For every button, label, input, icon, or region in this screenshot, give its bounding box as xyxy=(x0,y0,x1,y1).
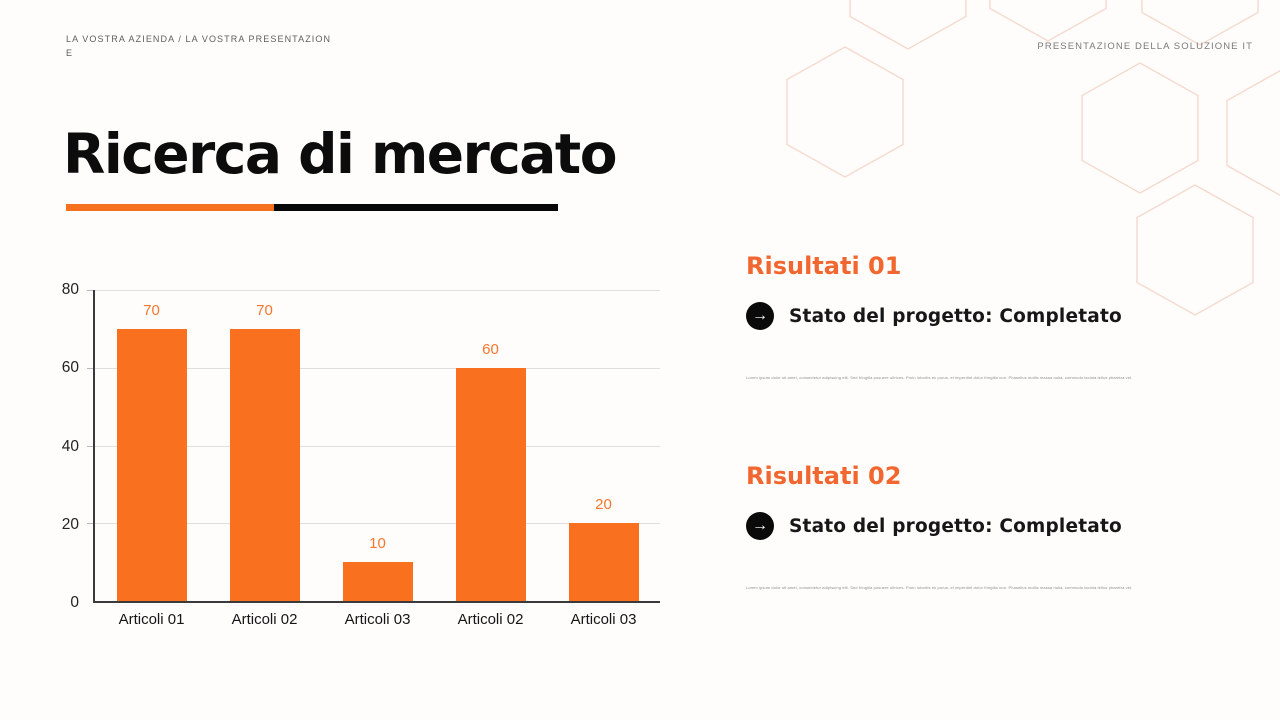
chart-plot: 70 Articoli 01 70 Articoli 02 10 Articoli 03 6… xyxy=(87,290,660,628)
x-axis-category-label: Articoli 01 xyxy=(118,611,185,628)
bar xyxy=(116,328,187,601)
result-1-status-row: → Stato del progetto: Completato xyxy=(746,302,1216,330)
result-2-status-text: Stato del progetto: Completato xyxy=(789,515,1122,537)
arrow-right-glyph: → xyxy=(752,517,768,534)
x-axis-category-label: Articoli 03 xyxy=(344,611,411,628)
bar-group: 70 Articoli 01 xyxy=(95,290,208,628)
header-company-text: LA VOSTRA AZIENDA / LA VOSTRA PRESENTAZI… xyxy=(66,34,332,58)
hexagon-outline xyxy=(1226,69,1280,197)
bar-group: 70 Articoli 02 xyxy=(208,290,321,628)
result-2-status-row: → Stato del progetto: Completato xyxy=(746,512,1216,540)
bar xyxy=(229,328,300,601)
bar-group: 60 Articoli 02 xyxy=(434,290,547,628)
hexagon-outline xyxy=(989,0,1107,42)
bar-group: 20 Articoli 03 xyxy=(547,290,660,628)
bar xyxy=(342,562,413,601)
bar-value-label: 60 xyxy=(482,340,499,358)
gridline xyxy=(95,445,660,447)
title-underline-orange-segment xyxy=(66,204,274,211)
y-axis-tick-label: 60 xyxy=(61,359,79,377)
result-2-note-text: Lorem ipsum dolor sit amet, consectetur … xyxy=(746,585,1133,590)
hexagon-outline xyxy=(849,0,967,50)
gridline xyxy=(95,523,660,525)
y-axis-tick-label: 0 xyxy=(70,594,79,611)
hexagon-outline xyxy=(786,46,904,178)
bar xyxy=(455,367,526,601)
y-axis-tick-mark xyxy=(87,367,93,369)
result-block-2: Risultati 02 → Stato del progetto: Compl… xyxy=(746,462,1216,590)
y-axis-tick-label: 40 xyxy=(61,437,79,455)
result-1-status-text: Stato del progetto: Completato xyxy=(789,305,1122,327)
arrow-right-glyph: → xyxy=(752,307,768,324)
result-2-heading: Risultati 02 xyxy=(746,462,902,490)
slide-title: Ricerca di mercato xyxy=(63,122,618,186)
result-1-heading: Risultati 01 xyxy=(746,252,902,280)
x-axis-category-label: Articoli 02 xyxy=(231,611,298,628)
title-underline xyxy=(66,204,558,211)
bar-value-label: 10 xyxy=(369,535,386,553)
bar-value-label: 70 xyxy=(256,301,273,319)
gridline xyxy=(95,367,660,369)
arrow-right-circle-icon: → xyxy=(746,302,774,330)
y-axis-tick-mark xyxy=(87,290,93,291)
y-axis-tick-label: 20 xyxy=(61,515,79,533)
result-1-note-text: Lorem ipsum dolor sit amet, consectetur … xyxy=(746,375,1133,380)
market-research-bar-chart: 80 60 40 20 0 70 Articoli 01 70 Articoli 02 10 Ar… xyxy=(62,281,660,628)
bar-value-label: 70 xyxy=(143,301,160,319)
result-block-1: Risultati 01 → Stato del progetto: Compl… xyxy=(746,252,1216,380)
hexagon-outline xyxy=(1141,0,1259,46)
title-underline-black-segment xyxy=(274,204,558,211)
bar xyxy=(568,523,639,601)
arrow-right-circle-icon: → xyxy=(746,512,774,540)
x-axis-category-label: Articoli 03 xyxy=(570,611,637,628)
y-axis-tick-mark xyxy=(87,445,93,447)
chart-bars-area: 70 Articoli 01 70 Articoli 02 10 Articoli 03 6… xyxy=(95,290,660,628)
hexagon-outline xyxy=(1081,62,1199,194)
x-axis-category-label: Articoli 02 xyxy=(457,611,524,628)
header-presentation-text: PRESENTAZIONE DELLA SOLUZIONE IT xyxy=(1037,41,1253,52)
bar-value-label: 20 xyxy=(595,496,612,514)
bar-group: 10 Articoli 03 xyxy=(321,290,434,628)
y-axis-tick-label: 80 xyxy=(61,281,79,298)
y-axis-tick-mark xyxy=(87,523,93,525)
gridline xyxy=(95,290,660,291)
chart-y-axis: 80 60 40 20 0 xyxy=(46,281,86,611)
